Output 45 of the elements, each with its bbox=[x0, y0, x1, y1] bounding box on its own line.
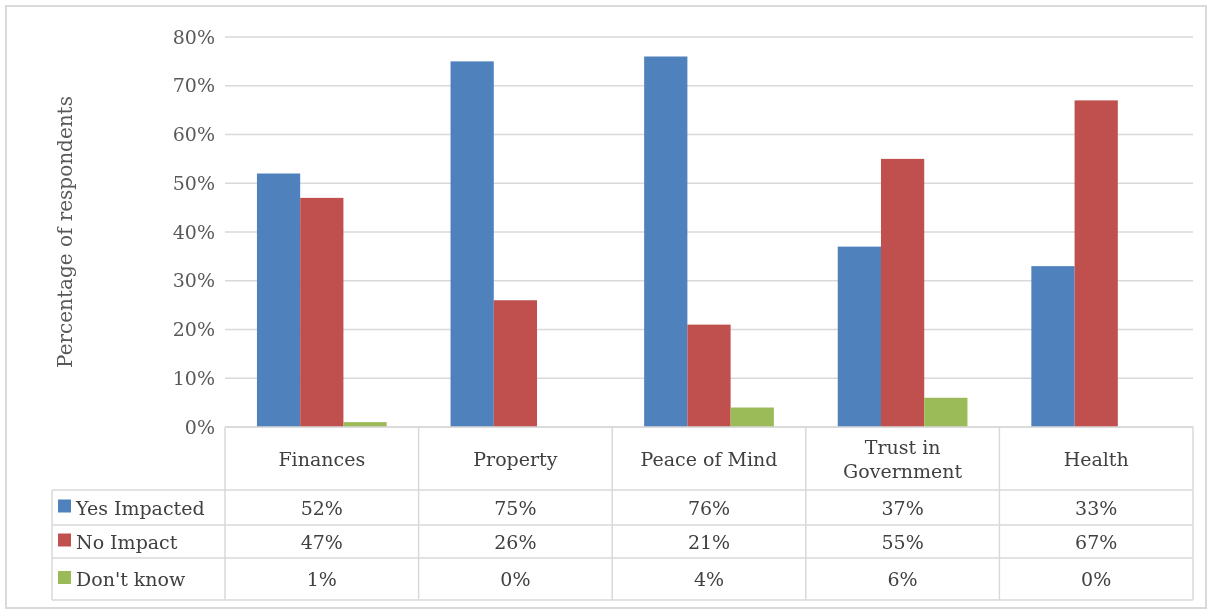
legend-label: Don't know bbox=[76, 568, 186, 590]
x-tick-label: Health bbox=[1063, 447, 1129, 470]
data-label: 0% bbox=[500, 568, 531, 590]
bar bbox=[924, 397, 968, 427]
data-label: 52% bbox=[300, 496, 343, 519]
y-axis-title: Percentage of respondents bbox=[53, 96, 77, 368]
data-label: 1% bbox=[306, 568, 337, 590]
bar bbox=[450, 61, 494, 427]
y-tick-label: 20% bbox=[172, 318, 215, 341]
bar bbox=[837, 246, 881, 427]
data-label: 37% bbox=[881, 496, 924, 519]
data-label: 4% bbox=[693, 568, 725, 590]
data-label: 67% bbox=[1075, 530, 1118, 553]
y-tick-label: 50% bbox=[172, 171, 215, 194]
x-tick-label: Trust in Government bbox=[843, 435, 963, 482]
bar bbox=[644, 56, 688, 427]
data-label: 26% bbox=[494, 530, 537, 553]
data-label: 33% bbox=[1075, 496, 1118, 519]
legend-label: Yes Impacted bbox=[75, 496, 205, 519]
bar bbox=[730, 407, 774, 427]
data-label: 21% bbox=[687, 530, 731, 553]
y-tick-label: 0% bbox=[184, 415, 215, 438]
bar bbox=[300, 197, 344, 427]
x-tick-label: Peace of Mind bbox=[640, 447, 778, 470]
bar bbox=[1074, 100, 1118, 427]
data-label: 6% bbox=[887, 568, 918, 590]
bar bbox=[1031, 266, 1075, 427]
bar bbox=[880, 158, 925, 427]
bar bbox=[687, 324, 731, 427]
legend-label: No Impact bbox=[76, 530, 178, 553]
data-label: 0% bbox=[1081, 568, 1112, 590]
data-label: 47% bbox=[300, 530, 343, 553]
x-tick-label: Finances bbox=[278, 447, 366, 470]
bar bbox=[493, 300, 538, 427]
data-label: 55% bbox=[881, 530, 924, 553]
y-tick-label: 30% bbox=[172, 269, 215, 292]
data-label: 76% bbox=[687, 496, 731, 519]
x-tick-label: Property bbox=[473, 447, 558, 470]
y-tick-label: 40% bbox=[172, 220, 215, 243]
y-tick-label: 80% bbox=[172, 25, 215, 48]
y-tick-label: 10% bbox=[172, 366, 215, 389]
y-tick-label: 70% bbox=[172, 74, 215, 97]
y-tick-label: 60% bbox=[172, 123, 215, 146]
data-label: 75% bbox=[494, 496, 537, 519]
bar bbox=[256, 173, 301, 427]
